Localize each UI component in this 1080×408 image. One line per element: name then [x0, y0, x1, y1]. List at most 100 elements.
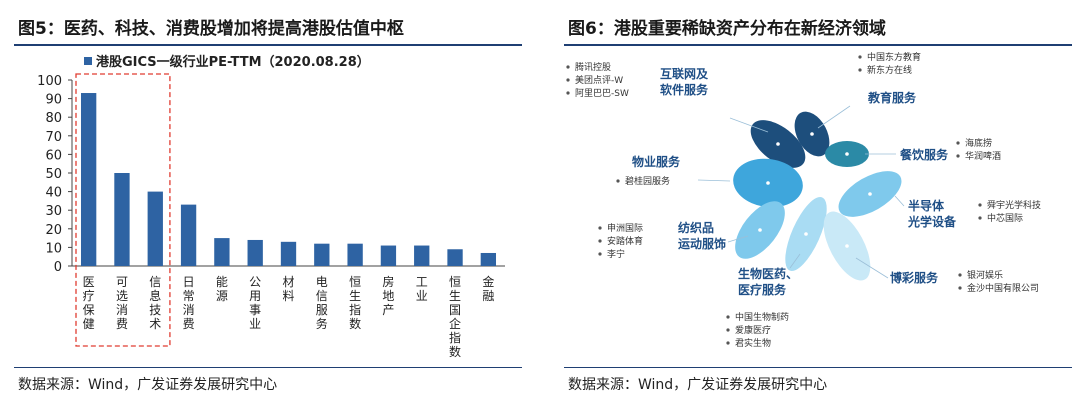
bar — [247, 239, 263, 266]
bullet — [958, 286, 962, 290]
bar — [447, 249, 463, 266]
bullet — [958, 273, 962, 277]
bullet — [978, 203, 982, 207]
bullet — [598, 239, 602, 243]
bullet — [956, 141, 960, 145]
petal-dot — [804, 232, 808, 236]
company-list: 碧桂园服务 — [616, 175, 670, 187]
bar — [480, 252, 497, 266]
title-rule — [564, 44, 1072, 46]
bullet — [598, 252, 602, 256]
x-tick-label: 可选消费 — [116, 275, 128, 331]
y-tick-label: 70 — [45, 130, 62, 145]
leader-line — [727, 235, 749, 243]
bar — [280, 241, 297, 266]
sector-label: 教育服务 — [867, 90, 917, 105]
figure-6-title: 图6：港股重要稀缺资产分布在新经济领域 — [568, 19, 886, 39]
y-tick-label: 40 — [45, 186, 62, 201]
leader-line — [817, 105, 851, 129]
x-tick-label: 公用事业 — [249, 275, 261, 331]
sector-label: 博彩服务 — [890, 270, 939, 285]
bar — [414, 245, 430, 266]
bullet — [616, 179, 620, 183]
sector-label: 半导体光学设备 — [907, 198, 957, 229]
source-note: 数据来源：Wind，广发证券发展研究中心 — [568, 377, 828, 393]
y-tick-label: 20 — [45, 223, 62, 238]
x-tick-label: 金融 — [482, 274, 494, 303]
bar — [347, 243, 363, 266]
bullet — [726, 315, 730, 319]
pe-bar-chart: 港股GICS一级行业PE-TTM（2020.08.28） 0 10 20 30 40 50 6… — [37, 54, 505, 359]
sector-label: 物业服务 — [632, 154, 681, 169]
bullet — [956, 154, 960, 158]
legend-label: 港股GICS一级行业PE-TTM（2020.08.28） — [96, 54, 370, 70]
sector-label: 纺织品运动服饰 — [678, 220, 726, 251]
petal-dot — [810, 132, 814, 136]
bullet — [726, 341, 730, 345]
y-tick-label: 80 — [45, 111, 62, 126]
x-tick-label: 信息技术 — [149, 275, 161, 331]
y-tick-label: 90 — [45, 93, 62, 108]
x-tick-label: 日常消费 — [183, 275, 195, 331]
sector-label: 餐饮服务 — [900, 147, 949, 162]
bar — [380, 245, 397, 266]
x-tick-label: 能源 — [216, 275, 228, 303]
company-name: 中国生物制药 — [735, 311, 789, 323]
figure-5-title: 图5：医药、科技、消费股增加将提高港股估值中枢 — [18, 19, 404, 39]
bar — [114, 173, 130, 266]
company-name: 银河娱乐 — [967, 269, 1003, 281]
company-name: 海底捞 — [965, 137, 992, 149]
leader-line — [789, 253, 801, 269]
y-tick-label: 10 — [45, 241, 62, 256]
bullet — [978, 216, 982, 220]
company-name: 阿里巴巴-SW — [575, 88, 629, 99]
company-name: 安踏体育 — [607, 235, 643, 247]
bar — [214, 238, 230, 266]
right-panel: 图6：港股重要稀缺资产分布在新经济领域 互联网及软件服务 腾讯控股 美团点评-W 阿里… — [550, 0, 1080, 408]
bullet — [726, 328, 730, 332]
source-rule — [14, 367, 522, 368]
bullet — [566, 91, 570, 95]
company-name: 碧桂园服务 — [625, 175, 670, 187]
company-name: 李宁 — [607, 248, 625, 260]
petal-dot — [776, 142, 780, 146]
x-tick-label: 电信服务 — [316, 275, 328, 331]
company-name: 君实生物 — [735, 337, 771, 349]
y-tick-label: 50 — [45, 167, 62, 182]
petal-dot — [845, 244, 849, 248]
bar — [314, 243, 330, 266]
x-tick-label: 房地产 — [382, 274, 394, 317]
company-name: 华润啤酒 — [965, 150, 1001, 162]
leader-line — [697, 179, 731, 182]
bar — [80, 93, 97, 266]
x-tick-label: 医疗保健 — [83, 275, 95, 331]
title-rule — [14, 44, 522, 46]
source-rule — [564, 367, 1072, 368]
x-tick-label: 恒生指数 — [349, 275, 361, 331]
x-tick-label: 工业 — [416, 275, 428, 303]
leader-line — [855, 257, 889, 279]
bullet — [858, 55, 862, 59]
petal-dot — [845, 152, 849, 156]
bullet — [566, 78, 570, 82]
bar — [180, 204, 197, 266]
petal-dot — [758, 228, 762, 232]
y-tick-label: 30 — [45, 204, 62, 219]
leader-line — [894, 195, 905, 207]
x-tick-label: 材料 — [282, 275, 294, 303]
company-name: 中芯国际 — [987, 212, 1023, 224]
company-name: 爱康医疗 — [735, 324, 771, 336]
company-name: 金沙中国有限公司 — [967, 282, 1039, 294]
bullet — [598, 226, 602, 230]
x-tick-label: 恒生国企指数 — [449, 275, 461, 359]
company-name: 美团点评-W — [575, 74, 623, 86]
company-name: 申洲国际 — [607, 222, 643, 234]
legend-swatch — [84, 57, 92, 65]
